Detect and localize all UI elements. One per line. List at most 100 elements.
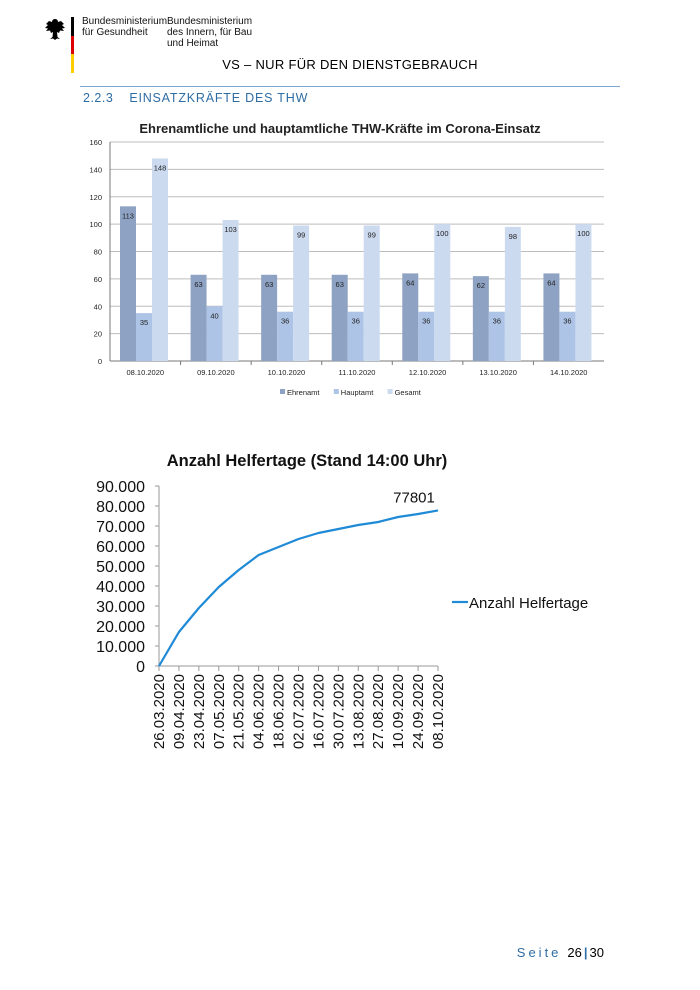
bar-x-tick-label: 11.10.2020 bbox=[339, 368, 376, 377]
section-number: 2.2.3 bbox=[83, 91, 114, 105]
bar-chart-y-axis: 0 20 40 60 80 100 120 140 160 bbox=[89, 138, 102, 366]
bar-data-label: 36 bbox=[352, 317, 360, 326]
federal-eagle-icon bbox=[45, 19, 65, 40]
bar-data-label: 62 bbox=[477, 281, 485, 290]
line-x-tick-label: 18.06.2020 bbox=[271, 674, 288, 749]
bar-chart-x-axis: 08.10.2020 09.10.2020 10.10.2020 11.10.2020… bbox=[127, 361, 588, 377]
line-chart-legend: Anzahl Helfertage bbox=[452, 595, 588, 612]
bar-data-label: 64 bbox=[406, 278, 414, 287]
bar-x-tick-label: 14.10.2020 bbox=[550, 368, 588, 377]
bar-data-label: 103 bbox=[224, 225, 237, 234]
bar-legend-item: Ehrenamt bbox=[280, 388, 320, 397]
line-series-helfertage bbox=[158, 509, 439, 667]
bar-data-label: 99 bbox=[297, 230, 305, 239]
bar-hauptamt-1 bbox=[206, 306, 223, 361]
line-data-label-last: 77801 bbox=[393, 489, 435, 506]
bar-y-tick-label: 40 bbox=[94, 302, 102, 311]
line-x-tick-label: 04.06.2020 bbox=[251, 674, 268, 749]
line-y-tick-label: 50.000 bbox=[96, 559, 145, 576]
bar-data-label: 36 bbox=[281, 317, 289, 326]
bar-hauptamt-6 bbox=[559, 311, 576, 361]
bar-ehrenamt-2 bbox=[261, 274, 278, 361]
bar-data-label: 99 bbox=[368, 230, 376, 239]
line-y-tick-label: 10.000 bbox=[96, 639, 145, 656]
bar-y-tick-label: 140 bbox=[89, 165, 102, 174]
bar-gesamt-4 bbox=[434, 224, 451, 361]
flag-black-band bbox=[71, 17, 74, 36]
bar-y-tick-label: 100 bbox=[89, 220, 102, 229]
flag-gold-band bbox=[71, 54, 74, 73]
bar-data-label: 63 bbox=[265, 280, 273, 289]
bar-chart-legend: Ehrenamt Hauptamt Gesamt bbox=[280, 388, 422, 397]
bar-ehrenamt-3 bbox=[331, 274, 348, 361]
bar-legend-swatch bbox=[280, 389, 285, 394]
line-x-tick-label: 30.07.2020 bbox=[330, 674, 347, 749]
bar-x-tick-label: 10.10.2020 bbox=[268, 368, 306, 377]
bar-data-label: 64 bbox=[547, 278, 555, 287]
bar-y-tick-label: 120 bbox=[89, 193, 102, 202]
footer-page-number: 26 bbox=[567, 945, 582, 960]
line-y-tick-label: 70.000 bbox=[96, 519, 145, 536]
bar-ehrenamt-0 bbox=[120, 206, 136, 361]
bar-x-tick-label: 09.10.2020 bbox=[197, 368, 235, 377]
line-y-tick-label: 20.000 bbox=[96, 619, 145, 636]
bar-ehrenamt-5 bbox=[472, 276, 489, 361]
bar-data-label: 36 bbox=[563, 317, 571, 326]
bar-data-label: 148 bbox=[154, 163, 167, 172]
bar-x-tick-label: 13.10.2020 bbox=[479, 368, 517, 377]
bar-data-label: 40 bbox=[210, 311, 218, 320]
bar-y-tick-label: 60 bbox=[94, 275, 102, 284]
bar-data-label: 36 bbox=[493, 317, 501, 326]
line-x-tick-label: 07.05.2020 bbox=[211, 674, 228, 749]
line-x-tick-label: 23.04.2020 bbox=[191, 674, 208, 749]
line-chart-axes bbox=[158, 486, 438, 667]
bar-data-label: 100 bbox=[436, 229, 449, 238]
bar-legend-swatch bbox=[333, 389, 339, 394]
footer-separator: | bbox=[583, 945, 588, 960]
bar-data-label: 98 bbox=[509, 232, 517, 241]
line-x-tick-label: 02.07.2020 bbox=[291, 674, 308, 749]
bar-y-tick-label: 80 bbox=[94, 248, 102, 257]
ministry-health-name: Bundesministerium für Gesundheit bbox=[82, 16, 168, 38]
line-y-tick-label: 40.000 bbox=[96, 579, 145, 596]
line-chart-title: Anzahl Helfertage (Stand 14:00 Uhr) bbox=[167, 452, 448, 470]
bar-hauptamt-2 bbox=[277, 311, 294, 361]
line-chart-series: 77801 bbox=[158, 489, 439, 667]
footer-seite-label: Seite bbox=[516, 945, 562, 960]
line-y-tick-label: 80.000 bbox=[96, 499, 145, 516]
line-x-tick-label: 21.05.2020 bbox=[231, 674, 248, 749]
line-chart-x-axis: 26.03.2020 09.04.2020 23.04.2020 07.05.2020… bbox=[151, 666, 447, 749]
bar-y-tick-label: 20 bbox=[94, 330, 102, 339]
bar-gesamt-0 bbox=[152, 158, 168, 361]
bar-data-label: 100 bbox=[577, 229, 590, 238]
bar-gesamt-1 bbox=[222, 220, 239, 361]
line-x-tick-label: 13.08.2020 bbox=[350, 674, 367, 749]
bar-gesamt-3 bbox=[363, 225, 380, 361]
bar-legend-label: Hauptamt bbox=[341, 388, 374, 397]
bar-chart-bars: 113 35 148 63 40 103 63 36 99 63 36 99 64 36 100 62 36 98… bbox=[120, 158, 592, 361]
bar-y-tick-label: 160 bbox=[89, 138, 102, 147]
bar-ehrenamt-4 bbox=[402, 273, 419, 361]
line-legend-item: Anzahl Helfertage bbox=[452, 595, 588, 612]
ministry-interior-name: Bundesministerium des Innern, für Bau un… bbox=[167, 16, 253, 49]
bar-legend-item: Gesamt bbox=[387, 388, 422, 397]
bar-legend-label: Gesamt bbox=[395, 388, 422, 397]
bar-legend-swatch bbox=[387, 389, 393, 394]
line-y-tick-label: 0 bbox=[136, 659, 145, 676]
bar-data-label: 35 bbox=[140, 318, 148, 327]
bar-ehrenamt-1 bbox=[190, 274, 207, 361]
bar-data-label: 63 bbox=[336, 280, 344, 289]
bar-y-tick-label: 0 bbox=[98, 357, 102, 366]
line-legend-label: Anzahl Helfertage bbox=[469, 595, 588, 612]
bar-chart-title: Ehrenamtliche und hauptamtliche THW-Kräf… bbox=[139, 121, 541, 136]
german-flag-stripe bbox=[71, 17, 74, 73]
line-chart-helper-days: Anzahl Helfertage (Stand 14:00 Uhr) 0 10.… bbox=[96, 452, 588, 749]
bar-ehrenamt-6 bbox=[543, 273, 560, 361]
line-y-tick-label: 90.000 bbox=[96, 479, 145, 496]
line-y-tick-label: 30.000 bbox=[96, 599, 145, 616]
bar-hauptamt-4 bbox=[418, 311, 435, 361]
classification-label: VS – NUR FÜR DEN DIENSTGEBRAUCH bbox=[222, 57, 478, 72]
flag-red-band bbox=[71, 35, 74, 55]
bar-data-label: 36 bbox=[422, 317, 430, 326]
bar-data-label: 113 bbox=[122, 211, 134, 220]
